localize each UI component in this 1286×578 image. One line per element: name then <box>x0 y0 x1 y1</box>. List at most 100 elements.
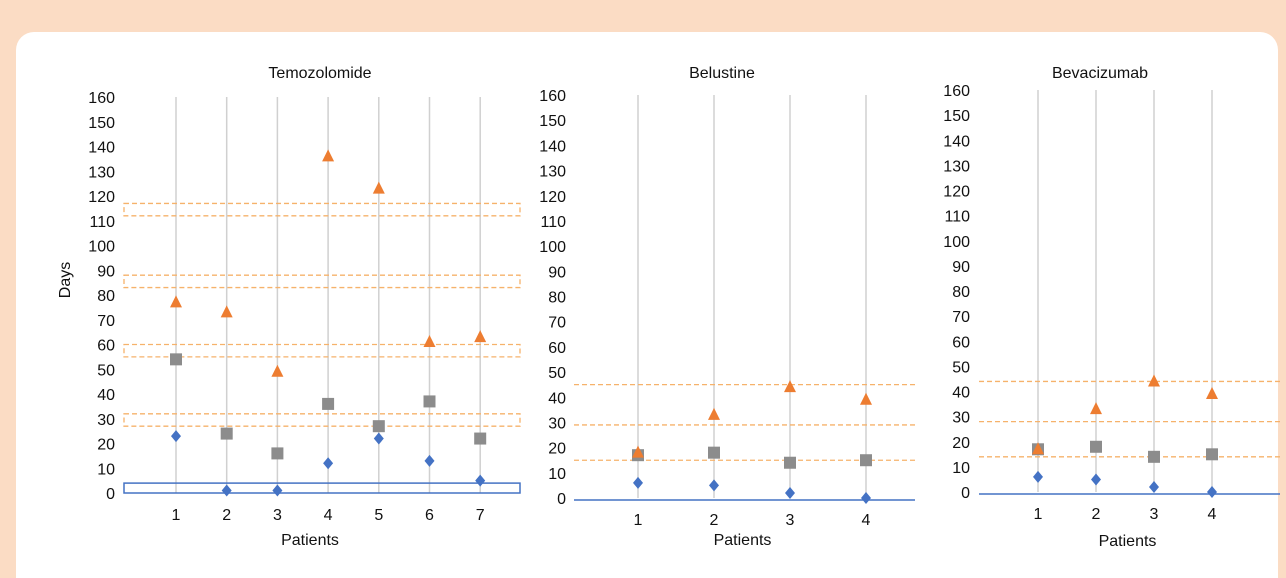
chart3-ytick-label: 120 <box>943 184 970 201</box>
chart2-point-diamond <box>709 479 719 492</box>
chart2-ytick-label: 120 <box>539 189 566 206</box>
chart2-ytick-label: 140 <box>539 138 566 155</box>
chart2-ytick-label: 80 <box>548 290 566 307</box>
chart1-ytick-label: 70 <box>97 313 115 330</box>
chart3-xtick-label: 4 <box>1208 506 1217 523</box>
chart2-point-triangle <box>632 445 644 458</box>
chart2-ytick-label: 70 <box>548 315 566 332</box>
chart3-title: Bevacizumab <box>1052 65 1148 82</box>
chart3-ytick-label: 160 <box>943 83 970 100</box>
chart3-ytick-label: 10 <box>952 460 970 477</box>
chart3-point-diamond <box>1207 486 1217 498</box>
chart1-ytick-label: 110 <box>89 214 115 231</box>
chart1-point-diamond <box>221 484 232 497</box>
chart3-ytick-label: 70 <box>952 309 970 326</box>
chart1-point-square <box>322 397 335 410</box>
chart1-dashed-band <box>123 343 521 358</box>
chart1-xlabel: Patients <box>281 532 339 549</box>
chart3-ytick-label: 100 <box>943 234 970 251</box>
chart1-ytick-label: 160 <box>88 90 115 107</box>
chart2-ytick-label: 30 <box>548 415 566 432</box>
chart2-point-triangle <box>708 407 720 420</box>
chart3-point-triangle <box>1206 387 1218 400</box>
chart1-dashed-band <box>123 202 521 217</box>
chart1-dashed-band <box>123 274 521 289</box>
chart3-xtick-label: 1 <box>1034 506 1043 523</box>
chart3-ytick-label: 0 <box>961 485 970 502</box>
chart3-ytick-label: 60 <box>952 334 970 351</box>
chart1-xtick-label: 1 <box>172 507 181 524</box>
chart3-point-square <box>1148 450 1160 463</box>
chart2-ytick-label: 20 <box>548 441 566 458</box>
chart3-ytick-label: 150 <box>943 108 970 125</box>
chart2-xtick-label: 3 <box>786 512 795 529</box>
chart3-point-triangle <box>1148 374 1160 387</box>
chart1-point-diamond <box>373 432 384 445</box>
chart1-ytick-label: 150 <box>88 115 115 132</box>
chart2-point-square <box>784 456 796 469</box>
chart1-ytick-label: 90 <box>97 263 115 280</box>
chart3-xtick-label: 3 <box>1150 506 1159 523</box>
chart3-ytick-label: 110 <box>944 209 970 226</box>
chart1-ytick-label: 120 <box>88 189 115 206</box>
chart3-ytick-label: 30 <box>952 410 970 427</box>
chart1-point-triangle <box>322 149 335 162</box>
chart1-point-square <box>423 395 436 408</box>
chart3-xtick-label: 2 <box>1092 506 1101 523</box>
chart1-ytick-label: 40 <box>97 387 115 404</box>
chart2-ytick-label: 100 <box>539 239 566 256</box>
chart3-ytick-label: 80 <box>952 284 970 301</box>
chart1-ytick-label: 60 <box>97 338 115 355</box>
chart2-xtick-label: 1 <box>634 512 643 529</box>
chart1-point-square <box>372 420 385 433</box>
chart1-point-diamond <box>171 430 181 443</box>
chart3-ytick-label: 130 <box>943 158 970 175</box>
chart1-ytick-label: 50 <box>97 362 115 379</box>
chart1-point-triangle <box>372 181 385 194</box>
chart3-ytick-label: 50 <box>952 359 970 376</box>
chart3-point-diamond <box>1149 480 1159 493</box>
chart1-xtick-label: 6 <box>425 507 434 524</box>
chart2-ytick-label: 50 <box>548 365 566 382</box>
chart1-title: Temozolomide <box>268 65 371 82</box>
chart2-ytick-label: 40 <box>548 390 566 407</box>
chart1-ytick-label: 80 <box>97 288 115 305</box>
chart2-ytick-label: 60 <box>548 340 566 357</box>
chart3-ytick-label: 90 <box>952 259 970 276</box>
chart3-ytick-label: 140 <box>943 133 970 150</box>
chart1-xtick-label: 5 <box>374 507 383 524</box>
chart1-baseline-box <box>123 482 521 494</box>
chart1-dashed-band <box>123 413 521 427</box>
chart2-ytick-label: 10 <box>548 466 566 483</box>
chart3-ytick-label: 40 <box>952 385 970 402</box>
chart3-point-diamond <box>1033 470 1043 483</box>
chart2-point-diamond <box>785 486 795 499</box>
chart1-ylabel: Days <box>57 262 74 298</box>
chart2-xtick-label: 4 <box>862 512 871 529</box>
chart3-point-triangle <box>1090 402 1102 415</box>
chart1-ytick-label: 20 <box>97 437 115 454</box>
chart3-ytick-label: 20 <box>952 435 970 452</box>
chart2-ytick-label: 130 <box>539 164 566 181</box>
chart1-point-square <box>271 447 284 460</box>
chart1-point-square <box>170 353 182 366</box>
chart2-point-triangle <box>860 392 872 405</box>
chart3-point-diamond <box>1091 473 1101 486</box>
chart2-ytick-label: 0 <box>557 491 566 508</box>
chart3-xlabel: Patients <box>1099 533 1157 550</box>
chart1-ytick-label: 140 <box>88 140 115 157</box>
chart1-point-triangle <box>474 330 487 343</box>
chart2-title: Belustine <box>689 65 755 82</box>
chart1-point-diamond <box>475 474 486 487</box>
chart1-ytick-label: 130 <box>88 164 115 181</box>
chart2-ytick-label: 90 <box>548 264 566 281</box>
chart3-point-square <box>1090 440 1102 453</box>
chart2-point-square <box>860 454 872 467</box>
chart1-ytick-label: 0 <box>106 486 115 503</box>
chart1-point-square <box>474 432 487 445</box>
chart1-ytick-label: 30 <box>97 412 115 429</box>
chart1-point-triangle <box>220 305 233 318</box>
chart2-point-triangle <box>784 380 796 393</box>
chart2-ytick-label: 150 <box>539 113 566 130</box>
